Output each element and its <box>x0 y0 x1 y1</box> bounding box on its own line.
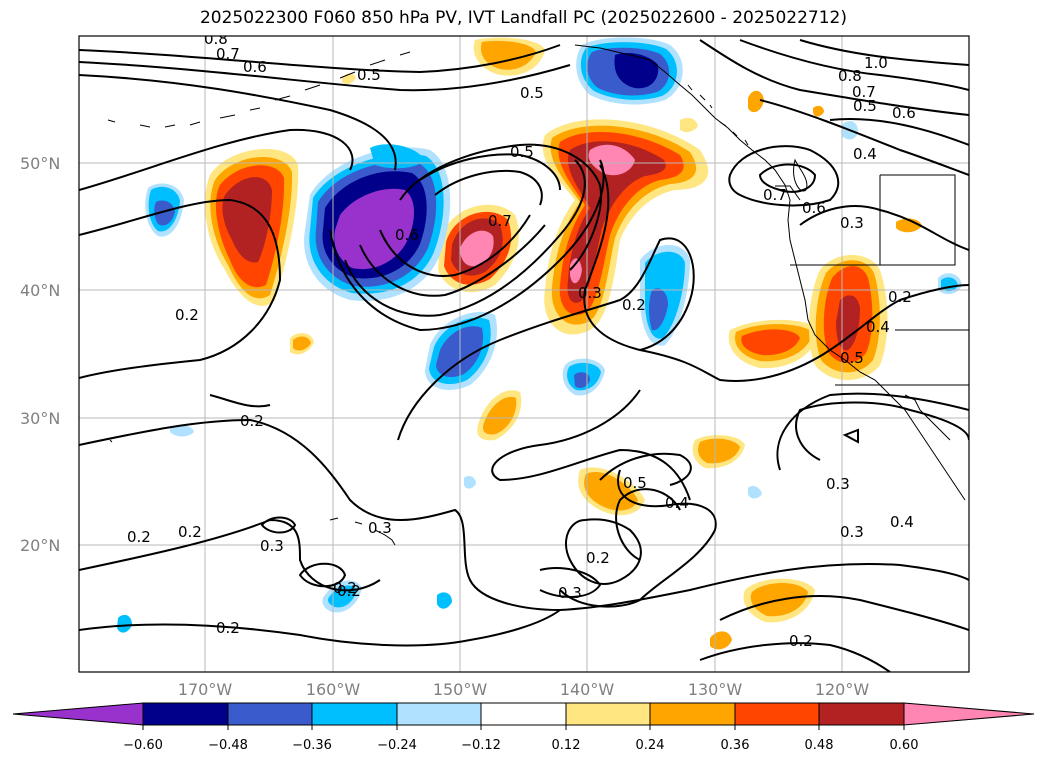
lat-label: 40°N <box>20 281 60 300</box>
contour-label: 0.3 <box>840 523 864 541</box>
contour-label: 0.6 <box>802 199 826 217</box>
contour-label: 0.5 <box>357 66 381 84</box>
contour-label: 0.3 <box>826 475 850 493</box>
lon-label: 130°W <box>688 680 743 699</box>
contour-label: 0.6 <box>243 58 267 76</box>
contour-label: 0.4 <box>866 318 890 336</box>
contour-label: 0.2 <box>789 632 813 650</box>
map-frame <box>78 35 970 673</box>
colorbar-segment <box>12 702 144 726</box>
contour-lines <box>79 39 969 672</box>
contour-label: 0.8 <box>204 30 228 48</box>
contour-label: 0.7 <box>216 45 240 63</box>
colorbar-tick: 0.12 <box>552 738 581 753</box>
lon-label: 140°W <box>560 680 615 699</box>
contour-label: 0.2 <box>333 579 357 597</box>
colorbar-tick-labels: −0.60 −0.48 −0.36 −0.24 −0.12 0.12 0.24 … <box>123 738 918 753</box>
colorbar-tick: 0.24 <box>636 738 665 753</box>
contour-label: 0.3 <box>260 537 284 555</box>
contour-label: 0.2 <box>586 549 610 567</box>
contour-label: 0.3 <box>368 519 392 537</box>
latitude-labels: 50°N 40°N 30°N 20°N <box>20 154 60 555</box>
colorbar-segment <box>818 702 905 726</box>
contour-labels: 0.8 0.7 0.6 0.5 0.5 0.5 1.0 0.8 0.7 0.5 … <box>127 30 916 650</box>
contour-label: 0.2 <box>888 288 912 306</box>
lon-label: 160°W <box>306 680 361 699</box>
contour-label: 0.7 <box>488 212 512 230</box>
contour-label: 0.2 <box>178 523 202 541</box>
contour-label: 0.5 <box>510 143 534 161</box>
contour-label: 0.7 <box>763 186 787 204</box>
colorbar-tick: 0.48 <box>805 738 834 753</box>
contour-label: 0.2 <box>622 296 646 314</box>
contour-label: 0.6 <box>892 104 916 122</box>
colorbar-segment <box>480 702 567 726</box>
graticule <box>79 36 969 672</box>
colorbar-tick: −0.60 <box>123 738 163 753</box>
longitude-labels: 170°W 160°W 150°W 140°W 130°W 120°W <box>178 680 870 699</box>
colorbar-segment <box>227 702 313 726</box>
colorbar-tick-marks <box>142 725 905 730</box>
lat-label: 50°N <box>20 154 60 173</box>
colorbar-tick: −0.48 <box>208 738 248 753</box>
colorbar-segment <box>142 702 229 726</box>
contour-label: 0.6 <box>395 226 419 244</box>
colorbar-segment <box>903 702 1035 726</box>
lat-label: 30°N <box>20 409 60 428</box>
contour-label: 0.3 <box>558 584 582 602</box>
contour-label: 0.4 <box>665 494 689 512</box>
contour-label: 0.7 <box>852 83 876 101</box>
colorbar-segment <box>565 702 651 726</box>
colorbar-tick: −0.36 <box>292 738 332 753</box>
contour-label: 0.4 <box>890 513 914 531</box>
contour-label: 0.3 <box>578 284 602 302</box>
contour-label: 0.5 <box>840 349 864 367</box>
map-title: 2025022300 F060 850 hPa PV, IVT Landfall… <box>199 8 847 28</box>
contour-label: 1.0 <box>864 54 888 72</box>
colorbar-tick: 0.36 <box>721 738 750 753</box>
colorbar-segment <box>649 702 736 726</box>
contour-label: 0.5 <box>520 84 544 102</box>
map-panel: 0.8 0.7 0.6 0.5 0.5 0.5 1.0 0.8 0.7 0.5 … <box>79 30 969 672</box>
coastlines <box>107 44 969 546</box>
contour-label: 0.5 <box>623 474 647 492</box>
lon-label: 150°W <box>433 680 488 699</box>
contour-label: 0.3 <box>840 214 864 232</box>
colorbar <box>12 702 1035 726</box>
colorbar-tick: −0.12 <box>461 738 501 753</box>
lon-label: 170°W <box>178 680 233 699</box>
lon-label: 120°W <box>815 680 870 699</box>
contour-label: 0.4 <box>853 145 877 163</box>
contour-label: 0.5 <box>853 97 877 115</box>
contour-label: 0.2 <box>175 306 199 324</box>
contour-label: 0.2 <box>240 412 264 430</box>
contour-label: 0.2 <box>127 528 151 546</box>
contour-label: 0.2 <box>216 619 240 637</box>
colorbar-segment <box>311 702 398 726</box>
colorbar-tick: −0.24 <box>377 738 417 753</box>
colorbar-tick: 0.60 <box>890 738 919 753</box>
colorbar-segment <box>734 702 820 726</box>
colorbar-segment <box>396 702 482 726</box>
negative-pv-patches <box>117 37 962 633</box>
contour-label: 0.8 <box>838 67 862 85</box>
lat-label: 20°N <box>20 536 60 555</box>
contour-label: 0.2 <box>337 582 361 600</box>
